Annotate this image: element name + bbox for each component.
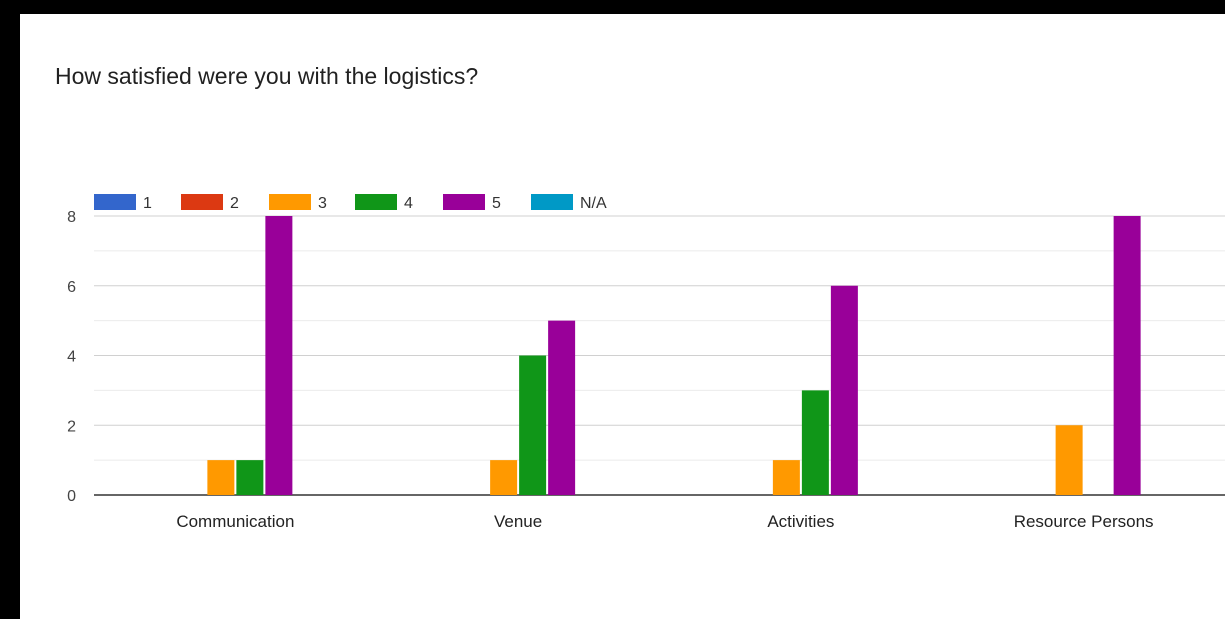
legend-swatch <box>94 194 136 210</box>
x-category-label: Activities <box>767 512 834 531</box>
y-tick-label: 4 <box>67 349 76 366</box>
chart-title: How satisfied were you with the logistic… <box>55 63 479 89</box>
bar <box>236 460 264 495</box>
y-tick-label: 2 <box>67 418 76 435</box>
y-tick-label: 0 <box>67 488 76 505</box>
bar <box>830 285 858 495</box>
x-category-label: Communication <box>176 512 294 531</box>
y-tick-label: 6 <box>67 279 76 296</box>
legend-swatch <box>355 194 397 210</box>
legend-label: N/A <box>580 195 607 212</box>
chart-card: How satisfied were you with the logistic… <box>20 14 1225 619</box>
bar <box>548 320 576 495</box>
bar <box>772 460 800 495</box>
legend-label: 4 <box>404 195 413 212</box>
legend-swatch <box>443 194 485 210</box>
x-category-label: Venue <box>494 512 542 531</box>
legend-swatch <box>531 194 573 210</box>
legend-swatch <box>269 194 311 210</box>
bar <box>207 460 235 495</box>
bar <box>519 355 547 495</box>
bar <box>1113 216 1141 495</box>
legend-label: 1 <box>143 195 152 212</box>
legend-swatch <box>181 194 223 210</box>
legend-label: 5 <box>492 195 501 212</box>
legend-label: 3 <box>318 195 327 212</box>
legend-label: 2 <box>230 195 239 212</box>
bar-chart: 0 2 4 6 8 Communication Venue Activities Resourc… <box>67 194 1225 531</box>
x-category-label: Resource Persons <box>1014 512 1154 531</box>
bar <box>1055 425 1083 495</box>
bar <box>265 216 293 495</box>
y-tick-label: 8 <box>67 209 76 226</box>
bar <box>801 390 829 495</box>
bar <box>490 460 518 495</box>
